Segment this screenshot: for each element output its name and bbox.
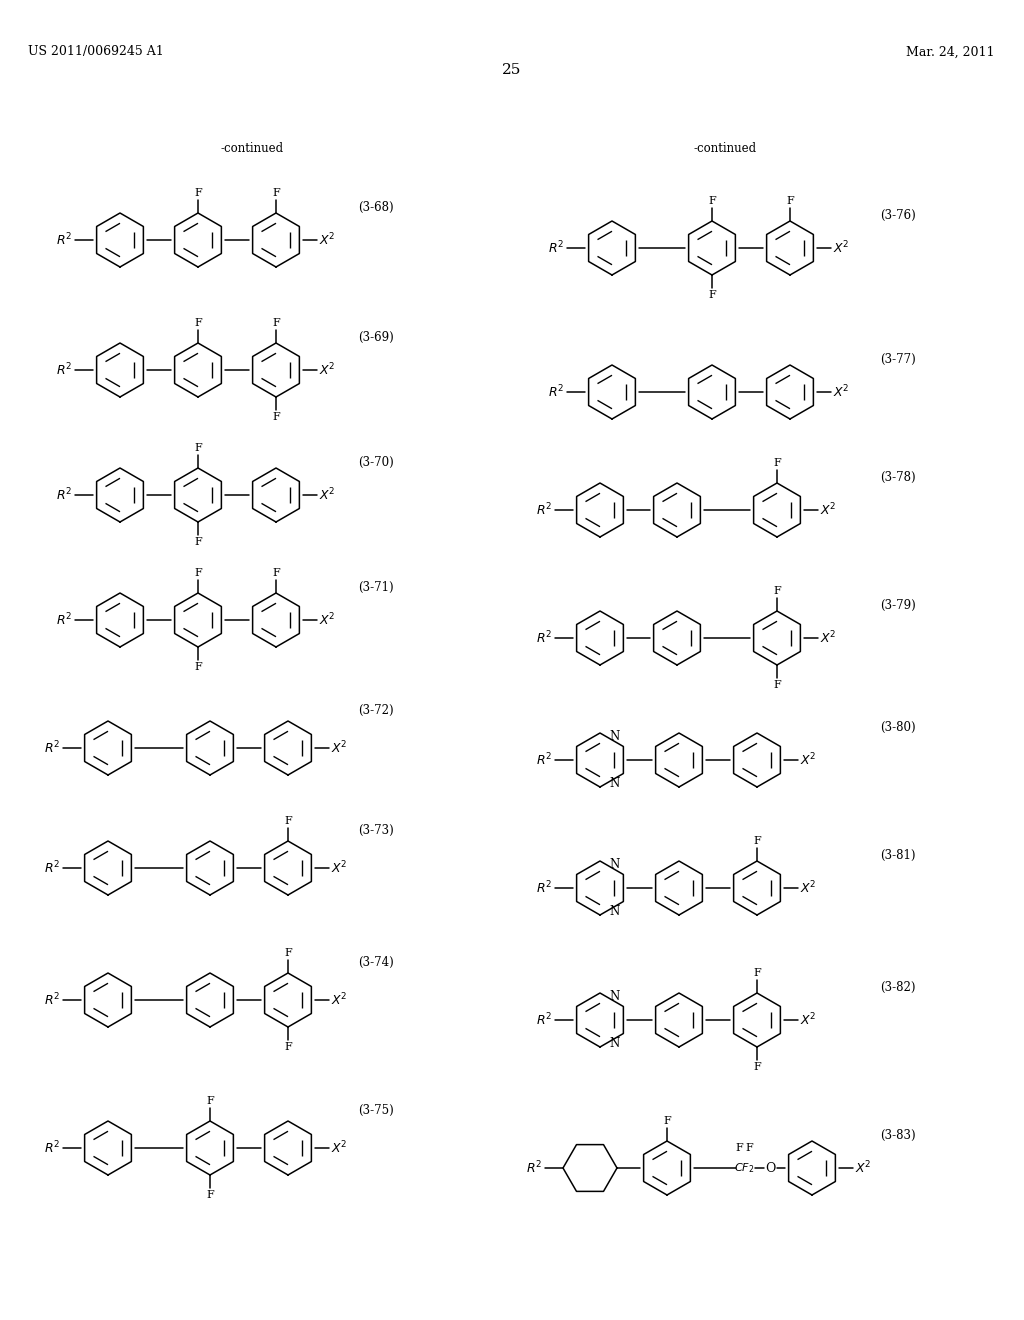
Text: F: F [206, 1191, 214, 1200]
Text: F: F [773, 680, 781, 690]
Text: $R^2$: $R^2$ [44, 859, 60, 876]
Text: (3-78): (3-78) [880, 470, 915, 483]
Text: F: F [206, 1096, 214, 1106]
Text: $R^2$: $R^2$ [536, 630, 552, 647]
Text: (3-75): (3-75) [358, 1104, 394, 1117]
Text: $X^2$: $X^2$ [800, 879, 816, 896]
Text: F: F [195, 537, 202, 546]
Text: F: F [195, 187, 202, 198]
Text: $R^2$: $R^2$ [56, 611, 72, 628]
Text: $R^2$: $R^2$ [548, 240, 564, 256]
Text: $X^2$: $X^2$ [800, 1011, 816, 1028]
Text: N: N [609, 990, 620, 1003]
Text: F: F [284, 1041, 292, 1052]
Text: O: O [765, 1162, 775, 1175]
Text: $R^2$: $R^2$ [44, 991, 60, 1008]
Text: N: N [609, 730, 620, 743]
Text: (3-82): (3-82) [880, 981, 915, 994]
Text: N: N [609, 858, 620, 871]
Text: (3-68): (3-68) [358, 201, 393, 214]
Text: F: F [753, 836, 761, 846]
Text: N: N [609, 906, 620, 917]
Text: $X^2$: $X^2$ [319, 611, 336, 628]
Text: $X^2$: $X^2$ [833, 240, 850, 256]
Text: F: F [284, 948, 292, 958]
Text: F: F [284, 816, 292, 826]
Text: (3-70): (3-70) [358, 455, 394, 469]
Text: F: F [773, 586, 781, 597]
Text: $X^2$: $X^2$ [820, 502, 837, 519]
Text: $X^2$: $X^2$ [331, 1139, 347, 1156]
Text: (3-74): (3-74) [358, 956, 394, 969]
Text: $R^2$: $R^2$ [56, 232, 72, 248]
Text: $CF_2$: $CF_2$ [734, 1162, 754, 1175]
Text: $X^2$: $X^2$ [820, 630, 837, 647]
Text: F: F [664, 1115, 671, 1126]
Text: $X^2$: $X^2$ [319, 487, 336, 503]
Text: $R^2$: $R^2$ [526, 1160, 542, 1176]
Text: $R^2$: $R^2$ [536, 751, 552, 768]
Text: F: F [272, 318, 280, 327]
Text: $X^2$: $X^2$ [331, 739, 347, 756]
Text: $X^2$: $X^2$ [331, 859, 347, 876]
Text: F: F [709, 290, 716, 300]
Text: F: F [272, 568, 280, 578]
Text: 25: 25 [503, 63, 521, 77]
Text: -continued: -continued [693, 141, 757, 154]
Text: N: N [609, 777, 620, 789]
Text: $R^2$: $R^2$ [536, 1011, 552, 1028]
Text: $R^2$: $R^2$ [536, 502, 552, 519]
Text: F: F [272, 187, 280, 198]
Text: F: F [753, 1063, 761, 1072]
Text: F: F [195, 444, 202, 453]
Text: (3-80): (3-80) [880, 721, 915, 734]
Text: F: F [272, 412, 280, 422]
Text: F: F [753, 968, 761, 978]
Text: $R^2$: $R^2$ [44, 1139, 60, 1156]
Text: $X^2$: $X^2$ [319, 232, 336, 248]
Text: F: F [709, 195, 716, 206]
Text: (3-69): (3-69) [358, 330, 394, 343]
Text: (3-71): (3-71) [358, 581, 393, 594]
Text: $R^2$: $R^2$ [548, 384, 564, 400]
Text: (3-76): (3-76) [880, 209, 915, 222]
Text: $R^2$: $R^2$ [56, 487, 72, 503]
Text: (3-83): (3-83) [880, 1129, 915, 1142]
Text: F: F [195, 568, 202, 578]
Text: Mar. 24, 2011: Mar. 24, 2011 [906, 45, 995, 58]
Text: (3-72): (3-72) [358, 704, 393, 717]
Text: -continued: -continued [220, 141, 284, 154]
Text: $R^2$: $R^2$ [536, 879, 552, 896]
Text: F: F [735, 1143, 742, 1152]
Text: $R^2$: $R^2$ [56, 362, 72, 379]
Text: $X^2$: $X^2$ [800, 751, 816, 768]
Text: $X^2$: $X^2$ [855, 1160, 871, 1176]
Text: N: N [609, 1038, 620, 1049]
Text: US 2011/0069245 A1: US 2011/0069245 A1 [28, 45, 164, 58]
Text: $X^2$: $X^2$ [833, 384, 850, 400]
Text: F: F [195, 318, 202, 327]
Text: $R^2$: $R^2$ [44, 739, 60, 756]
Text: F: F [773, 458, 781, 469]
Text: $X^2$: $X^2$ [331, 991, 347, 1008]
Text: (3-81): (3-81) [880, 849, 915, 862]
Text: (3-73): (3-73) [358, 824, 394, 837]
Text: $X^2$: $X^2$ [319, 362, 336, 379]
Text: F: F [195, 663, 202, 672]
Text: (3-77): (3-77) [880, 352, 915, 366]
Text: (3-79): (3-79) [880, 598, 915, 611]
Text: F: F [745, 1143, 753, 1152]
Text: F: F [786, 195, 794, 206]
